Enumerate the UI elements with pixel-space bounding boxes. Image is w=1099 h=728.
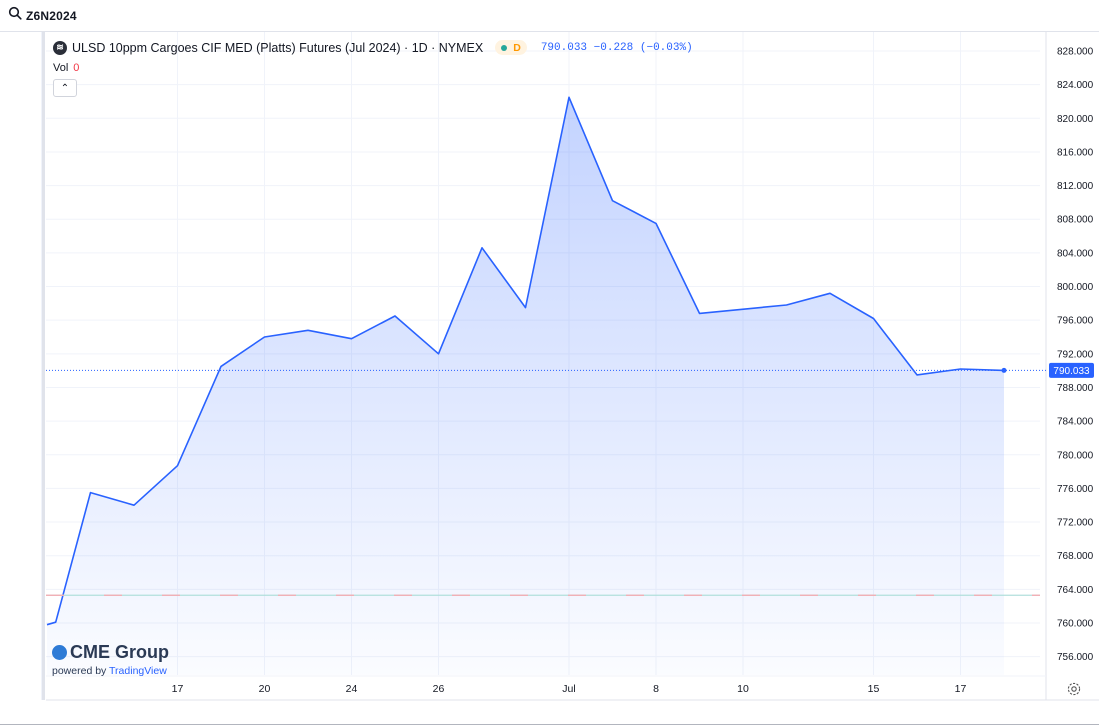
chevron-up-icon: ⌃ (60, 82, 70, 94)
y-tick-label: 756.000 (1057, 652, 1094, 663)
chart-marks: 790.033 (46, 362, 1094, 596)
y-tick-label: 784.000 (1057, 417, 1094, 428)
status-dot-icon (501, 44, 508, 51)
tradingview-label: TradingView (109, 665, 167, 677)
legend-last: 790.033 (540, 41, 588, 54)
symbol-search-button[interactable]: Z6N2024 (8, 6, 77, 25)
y-tick-label: 816.000 (1057, 147, 1094, 158)
y-tick-label: 808.000 (1057, 215, 1094, 226)
chart-legend: ≋ ULSD 10ppm Cargoes CIF MED (Platts) Fu… (53, 40, 693, 55)
brand-name: CME Group (70, 642, 169, 662)
y-tick-label: 824.000 (1057, 80, 1094, 91)
last-price-label-bg (1049, 362, 1094, 378)
legend-change: −0.228 (−0.03%) (593, 41, 693, 54)
search-icon (8, 6, 22, 25)
y-tick-label: 780.000 (1057, 450, 1094, 461)
settings-gear-icon[interactable] (1066, 681, 1082, 697)
last-price-label: 790.033 (1053, 366, 1090, 377)
x-tick-label: 24 (346, 683, 358, 695)
area-fill (47, 97, 1004, 676)
bottom-divider (0, 724, 1099, 725)
market-status-badge[interactable]: D (495, 40, 527, 55)
x-tick-label: 10 (737, 683, 749, 695)
price-axis: 828.000 824.000 820.000 816.000 812.000 808.0… (1045, 32, 1094, 700)
volume-value: 0 (73, 62, 80, 74)
x-tick-label: 20 (259, 683, 271, 695)
series-line (46, 96, 1005, 626)
x-tick-label: 15 (868, 683, 880, 695)
globe-icon (52, 645, 67, 660)
left-toolbar (0, 32, 42, 700)
y-tick-label: 820.000 (1057, 114, 1094, 125)
y-tick-label: 792.000 (1057, 349, 1094, 360)
symbol-text: Z6N2024 (26, 8, 77, 23)
powered-by-label: powered by (52, 665, 107, 677)
x-tick-label: 8 (653, 683, 659, 695)
branding-logo[interactable]: CME Group powered by TradingView (52, 642, 169, 677)
y-tick-label: 768.000 (1057, 551, 1094, 562)
y-tick-label: 788.000 (1057, 383, 1094, 394)
y-tick-label: 804.000 (1057, 248, 1094, 259)
y-tick-label: 764.000 (1057, 585, 1094, 596)
y-tick-label: 800.000 (1057, 282, 1094, 293)
y-tick-label: 812.000 (1057, 181, 1094, 192)
left-toolbar-divider (42, 32, 45, 700)
x-tick-label: 26 (433, 683, 445, 695)
y-tick-label: 772.000 (1057, 518, 1094, 529)
x-tick-label: 17 (172, 683, 184, 695)
volume-legend: Vol 0 (53, 62, 79, 74)
legend-title[interactable]: ULSD 10ppm Cargoes CIF MED (Platts) Futu… (72, 40, 484, 55)
legend-price: 790.033 −0.228 (−0.03%) (541, 42, 693, 54)
collapse-legend-button[interactable]: ⌃ (53, 79, 77, 97)
exchange-logo-icon: ≋ (53, 40, 67, 55)
x-tick-label: 17 (955, 683, 967, 695)
status-letter: D (513, 41, 521, 54)
y-tick-label: 828.000 (1057, 47, 1094, 58)
symbol-bar: Z6N2024 (0, 0, 1099, 32)
time-axis: 17 20 24 26 Jul 8 10 15 17 (46, 675, 1099, 701)
chart-area (46, 96, 1005, 676)
y-tick-label: 776.000 (1057, 484, 1094, 495)
x-tick-label: Jul (562, 683, 575, 695)
y-tick-label: 760.000 (1057, 619, 1094, 630)
volume-label: Vol (53, 62, 69, 74)
last-price-point (1001, 367, 1007, 373)
y-tick-label: 796.000 (1057, 316, 1094, 327)
